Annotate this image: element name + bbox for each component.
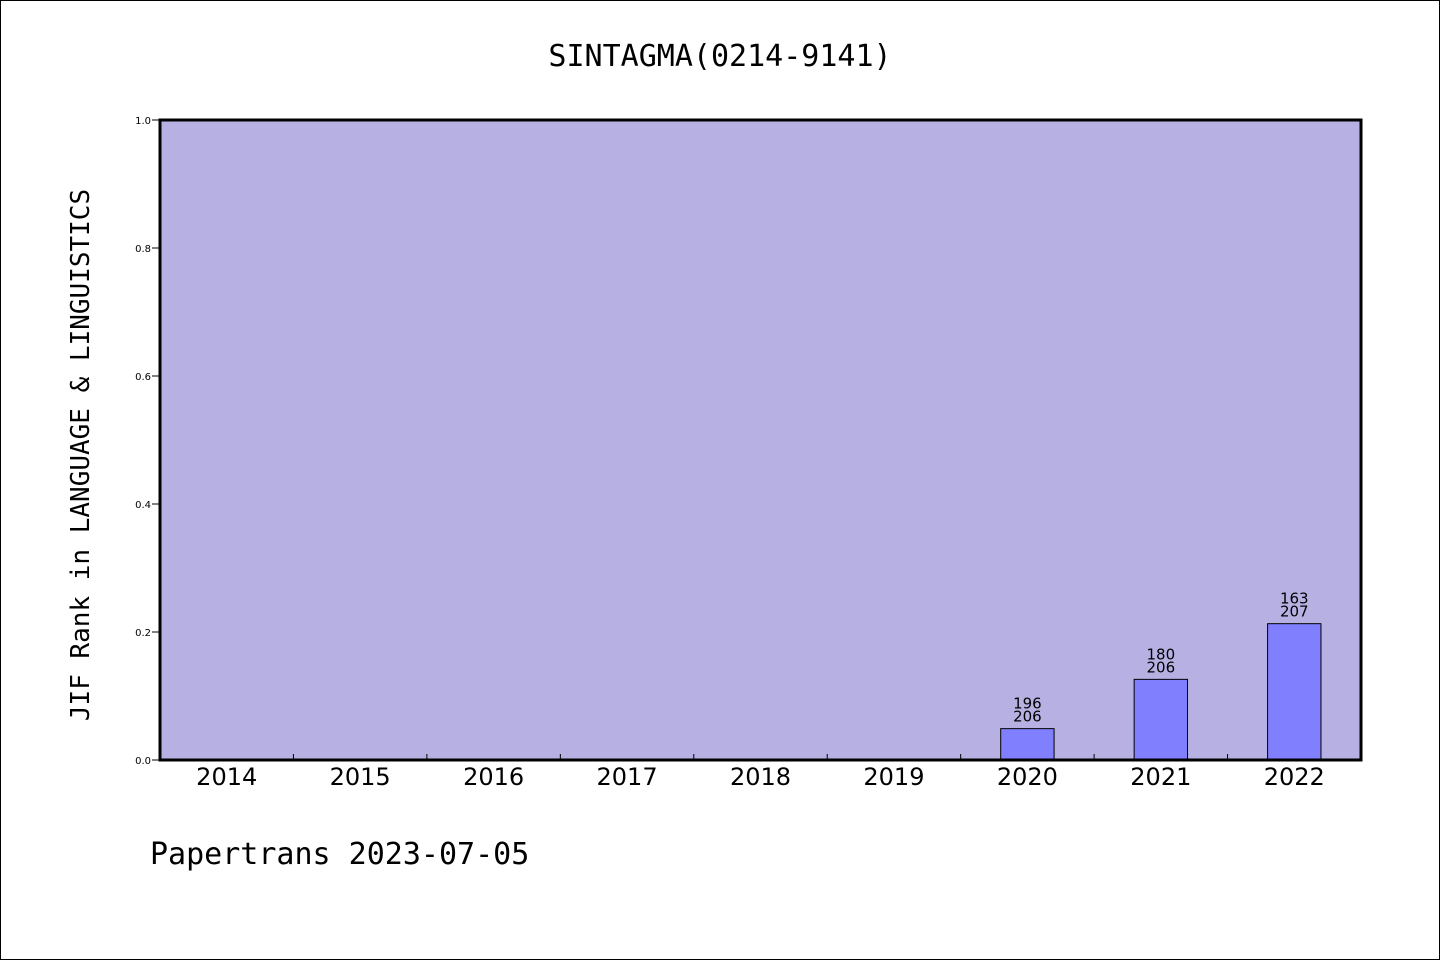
plot-area: [160, 120, 1361, 760]
x-tick-label: 2016: [463, 763, 524, 791]
footer-credit: Papertrans 2023-07-05: [150, 837, 529, 872]
y-axis-label: JIF Rank in LANGUAGE & LINGUISTICS: [66, 189, 96, 721]
bar-label-total: 206: [1147, 658, 1176, 676]
chart-title: SINTAGMA(0214-9141): [548, 39, 891, 74]
x-tick-label: 2018: [730, 763, 791, 791]
x-tick-label: 2019: [863, 763, 924, 791]
plot-border: [158, 118, 1363, 762]
y-tick-label: 0.4: [135, 500, 151, 511]
y-tick-label: 1.0: [135, 116, 151, 127]
bar-label-rank: 163: [1280, 590, 1309, 608]
y-tick-label: 0.2: [135, 628, 151, 639]
x-tick-label: 2022: [1264, 763, 1325, 791]
bar-label-total: 206: [1013, 708, 1042, 726]
y-tick-label: 0.6: [135, 372, 151, 383]
bar-label-total: 207: [1280, 603, 1309, 621]
bar-label-rank: 180: [1147, 645, 1176, 663]
y-axis: 0.0 0.2 0.4 0.6 0.8 1.0: [135, 116, 160, 767]
bar-2020: [1000, 728, 1055, 761]
x-tick-label: 2015: [330, 763, 391, 791]
bar-2021: [1133, 678, 1189, 761]
x-tick-label: 2014: [196, 763, 257, 791]
y-tick-label: 0.8: [135, 244, 151, 255]
x-tick-label: 2017: [597, 763, 658, 791]
bars-group: [1000, 623, 1322, 761]
x-tick-label: 2021: [1130, 763, 1191, 791]
bar-label-rank: 196: [1013, 695, 1042, 713]
x-axis: 2014 2015 2016 2017 2018 2019 2020 2021 2022: [196, 754, 1325, 791]
y-tick-label: 0.0: [135, 756, 151, 767]
x-tick-label: 2020: [997, 763, 1058, 791]
bar-2022: [1267, 623, 1322, 761]
